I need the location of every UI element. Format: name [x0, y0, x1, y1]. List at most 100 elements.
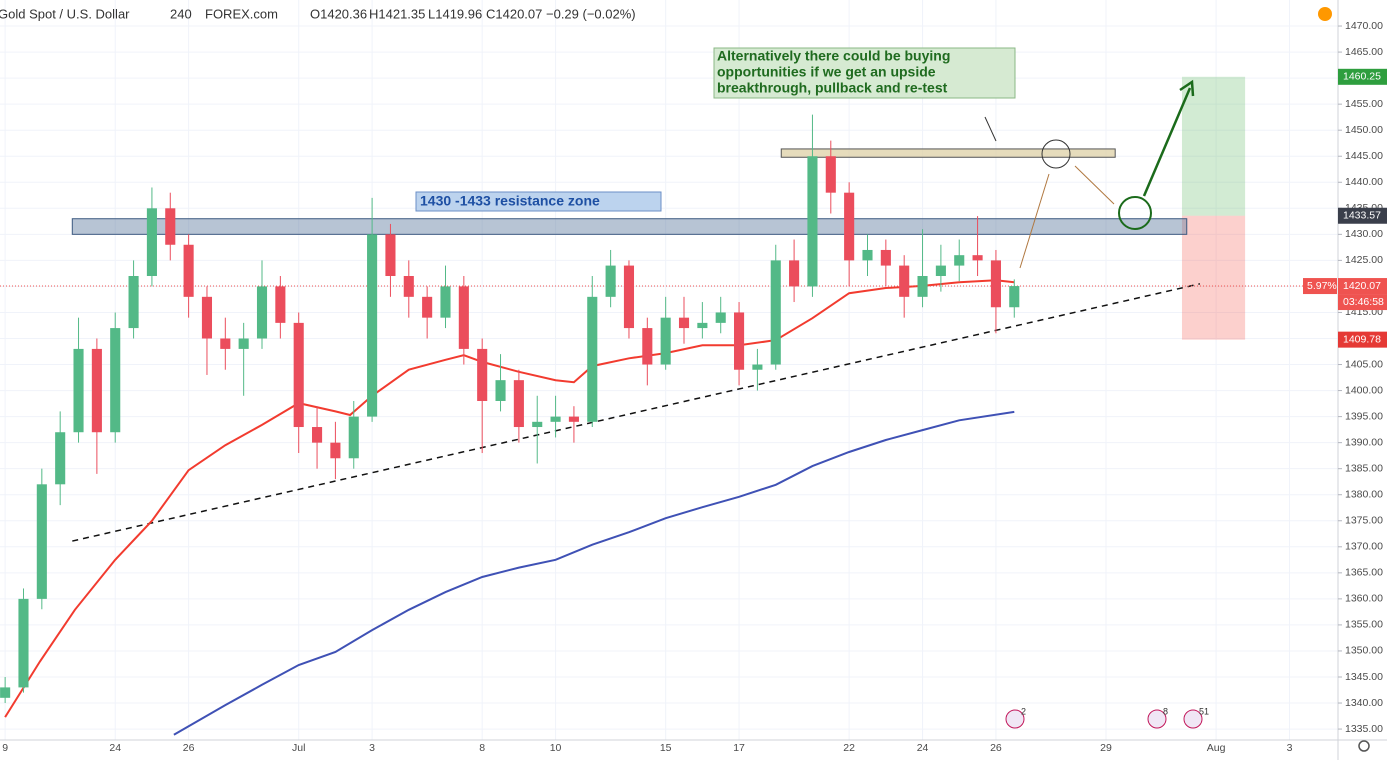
candle-body [789, 260, 800, 287]
candle-body [715, 312, 726, 323]
circle-marker [1118, 196, 1152, 230]
candle-body [367, 234, 378, 417]
y-tick-label: 1470.00 [1345, 20, 1383, 32]
candle-body [73, 348, 84, 433]
candle-body [183, 244, 194, 297]
arrow [1074, 165, 1115, 205]
header: Gold Spot / U.S. Dollar 240 FOREX.com O1… [0, 6, 636, 21]
candle-body [477, 348, 488, 401]
x-tick-label: 17 [733, 742, 745, 754]
target-label-bg [1338, 68, 1387, 85]
arrow [1142, 87, 1192, 197]
y-tick-label: 1385.00 [1345, 462, 1383, 474]
y-tick-label: 1395.00 [1345, 410, 1383, 422]
y-tick-label: 1380.00 [1345, 489, 1383, 501]
x-tick-label: 26 [183, 742, 195, 754]
candle-body [330, 442, 341, 459]
x-tick-label: Jul [292, 742, 305, 754]
event-count: 8 [1163, 706, 1168, 716]
y-tick-label: 1445.00 [1345, 150, 1383, 162]
candle-body [752, 364, 763, 370]
candle-body [18, 598, 29, 688]
stop-zone [1181, 215, 1246, 340]
moving-average [173, 410, 1015, 736]
x-tick-label: 3 [1287, 742, 1293, 754]
candle-body [605, 265, 616, 297]
arrow [1019, 173, 1050, 269]
candle-body [825, 156, 836, 193]
candle-body [807, 156, 818, 287]
candle-body [532, 421, 543, 428]
arrow-head [1179, 79, 1195, 97]
candle-body [972, 255, 983, 261]
stop-label: 1409.78 [1343, 333, 1381, 345]
candle-body [458, 286, 469, 349]
candle-body [128, 276, 139, 329]
y-tick-label: 1450.00 [1345, 124, 1383, 136]
interval: 240 [170, 6, 192, 21]
alert-icon[interactable] [1318, 7, 1332, 21]
candle-body [201, 296, 213, 339]
y-tick-label: 1465.00 [1345, 46, 1383, 58]
annotation-box [415, 191, 662, 212]
candle-body [440, 286, 451, 318]
y-tick-label: 1350.00 [1345, 645, 1383, 657]
target-zone [1181, 76, 1246, 216]
last-price-label-bg [1338, 278, 1387, 295]
candle-body [697, 322, 708, 329]
candle-body [550, 416, 561, 422]
y-tick-label: 1355.00 [1345, 619, 1383, 631]
candle-body [146, 208, 157, 277]
candle-body [513, 380, 524, 428]
y-tick-label: 1400.00 [1345, 384, 1383, 396]
candle-body [770, 260, 781, 365]
x-tick-label: 24 [917, 742, 929, 754]
entry-label-bg [1338, 207, 1387, 224]
x-tick-label: 29 [1100, 742, 1112, 754]
candle-body [110, 328, 121, 433]
y-tick-label: 1370.00 [1345, 541, 1383, 553]
arrows [984, 79, 1195, 269]
candle-body [220, 338, 231, 349]
y-tick-label: 1345.00 [1345, 671, 1383, 683]
settings-icon[interactable] [1358, 740, 1370, 752]
gear[interactable] [1358, 740, 1370, 752]
ohlc-high: H1421.35 [369, 6, 425, 21]
candle-body [275, 286, 286, 323]
target-label: 1460.25 [1343, 71, 1381, 83]
event-icon [1005, 709, 1025, 729]
countdown: 03:46:58 [1343, 296, 1384, 308]
percent-bg [1303, 278, 1337, 295]
candle-body [0, 687, 11, 698]
note-line: breakthrough, pullback and re-test [717, 80, 948, 96]
y-tick-label: 1375.00 [1345, 515, 1383, 527]
circle-marker [1041, 139, 1071, 169]
y-tick-label: 1405.00 [1345, 358, 1383, 370]
ohlc-close: C1420.07 [486, 6, 542, 21]
y-tick-label: 1360.00 [1345, 593, 1383, 605]
candle-body [587, 296, 598, 422]
note-box [713, 47, 1016, 99]
candle-body [1009, 286, 1020, 308]
candle-body [55, 432, 66, 485]
candle-body [917, 276, 928, 297]
y-tick-label: 1425.00 [1345, 254, 1383, 266]
change: −0.29 (−0.02%) [546, 6, 636, 21]
x-tick-label: 9 [2, 742, 8, 754]
x-tick-label: 10 [550, 742, 562, 754]
plot: 1430 -1433 resistance zone Alternatively … [0, 0, 1338, 740]
candle-body [954, 255, 965, 266]
candle-body [91, 348, 102, 433]
candle-body [899, 265, 910, 297]
ohlc-open: O1420.36 [310, 6, 367, 21]
event-count: 2 [1021, 706, 1026, 716]
candle-body [678, 317, 690, 329]
candle-body [990, 260, 1001, 308]
y-tick-label: 1440.00 [1345, 176, 1383, 188]
y-tick-label: 1390.00 [1345, 436, 1383, 448]
candle-body [238, 338, 249, 349]
note-line: opportunities if we get an upside [717, 64, 936, 80]
arrow [984, 116, 997, 142]
